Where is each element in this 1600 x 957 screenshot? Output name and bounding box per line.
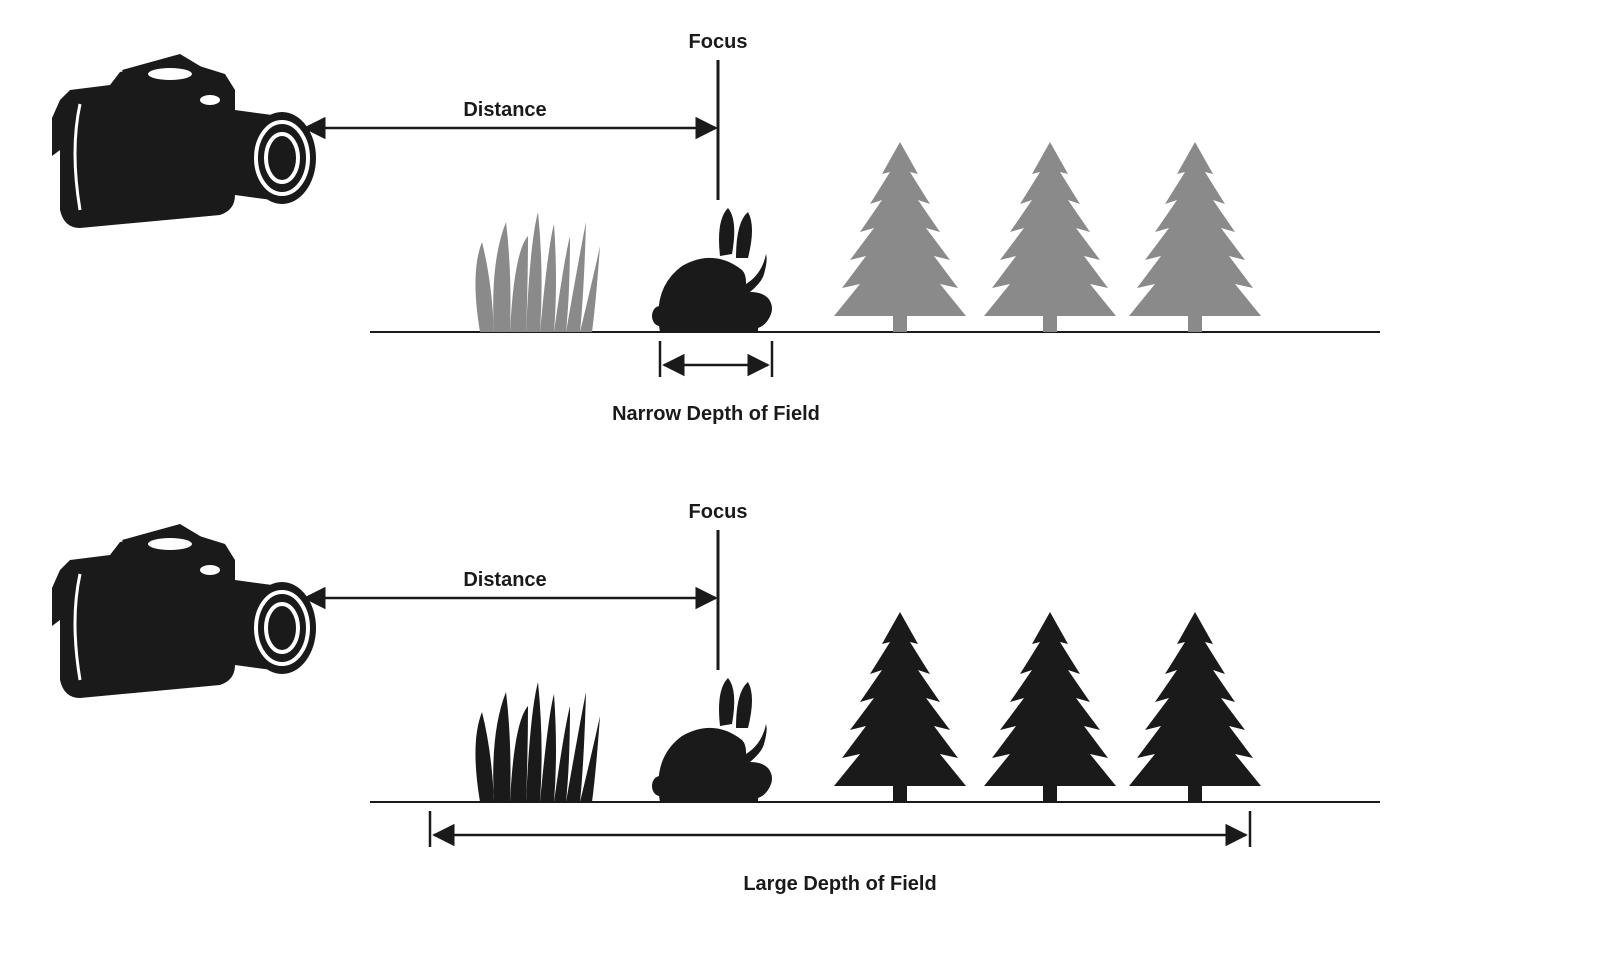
- rabbit-icon: [652, 208, 772, 332]
- grass-icon: [475, 212, 600, 332]
- tree-icon: [1129, 612, 1261, 802]
- distance-label: Distance: [463, 99, 546, 121]
- tree-icon: [834, 142, 966, 332]
- camera-icon: [52, 54, 316, 228]
- tree-icon: [984, 612, 1116, 802]
- grass-icon: [475, 682, 600, 802]
- scene-narrow: Focus Distance Narrow Depth of Field: [52, 31, 1380, 425]
- tree-icon: [1129, 142, 1261, 332]
- depth-of-field-diagram: Focus Distance Narrow Depth of Field Focus D…: [0, 0, 1600, 957]
- rabbit-icon: [652, 678, 772, 802]
- large-dof-label: Large Depth of Field: [743, 873, 936, 895]
- distance-label: Distance: [463, 569, 546, 591]
- tree-icon: [834, 612, 966, 802]
- camera-icon: [52, 524, 316, 698]
- narrow-dof-label: Narrow Depth of Field: [612, 403, 820, 425]
- tree-icon: [984, 142, 1116, 332]
- scene-large: Focus Distance Large Depth of Field: [52, 501, 1380, 895]
- focus-label: Focus: [689, 31, 748, 53]
- focus-label: Focus: [689, 501, 748, 523]
